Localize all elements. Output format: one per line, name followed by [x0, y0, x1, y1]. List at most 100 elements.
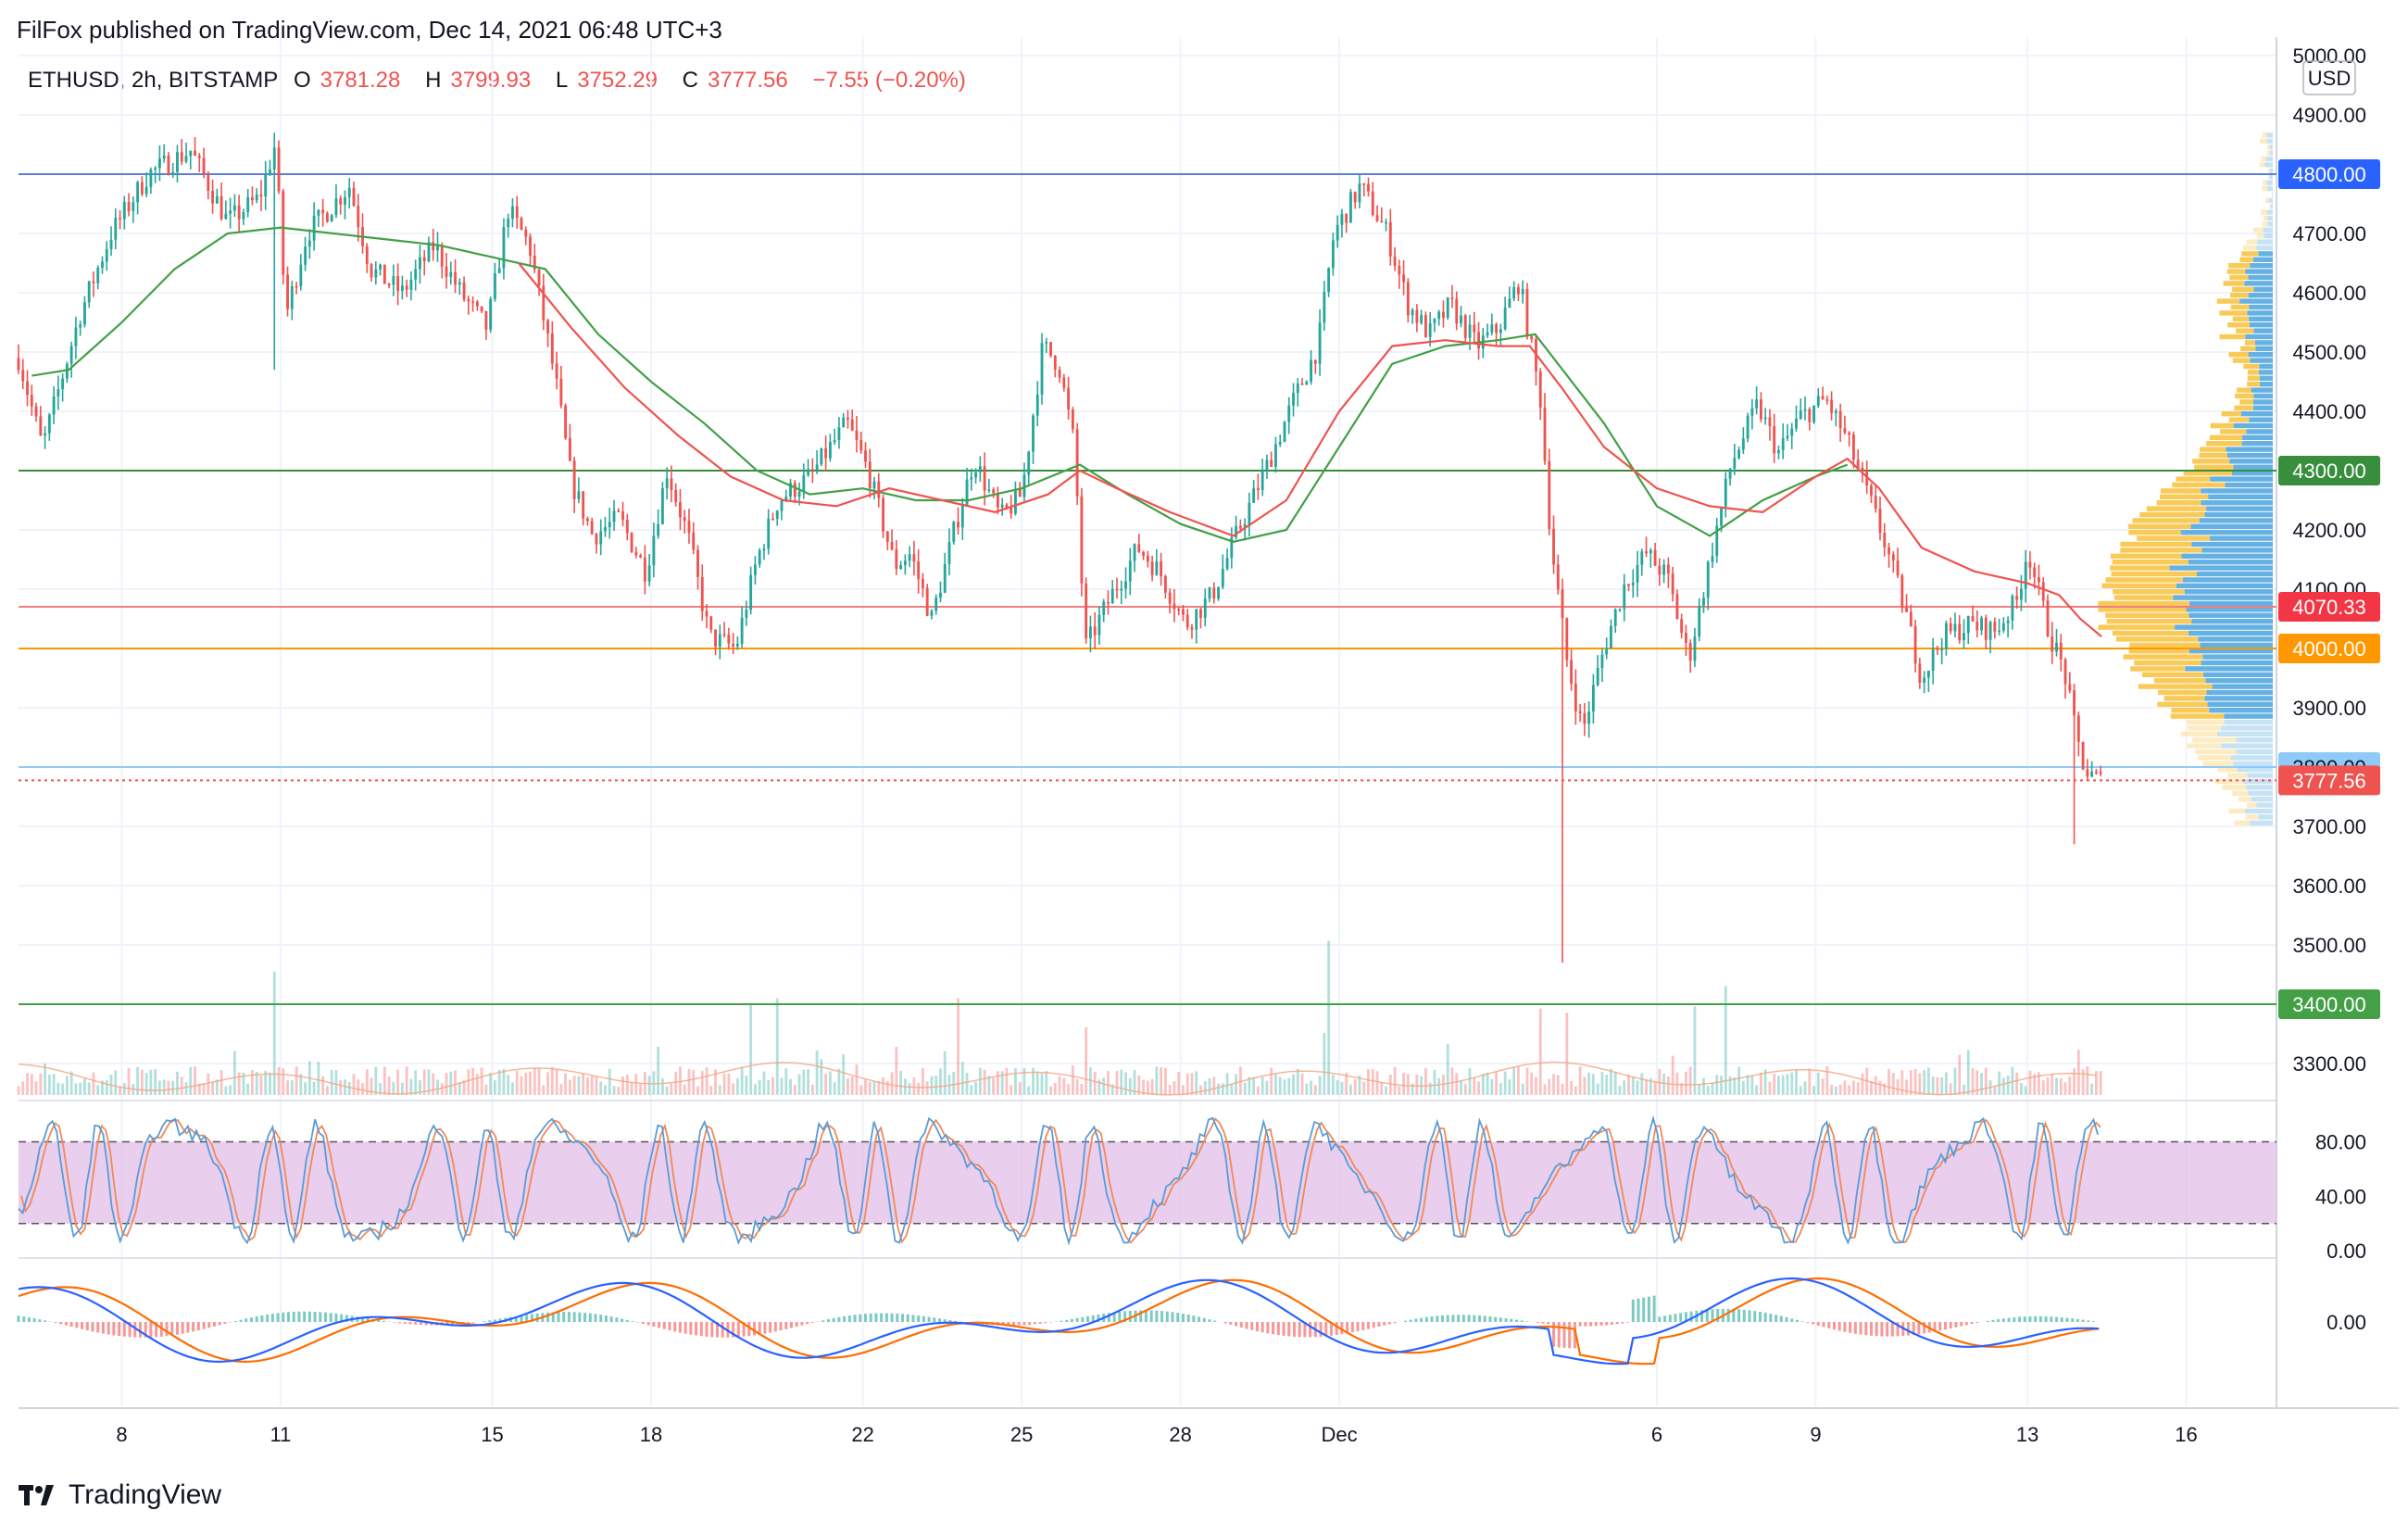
candle-body — [965, 479, 969, 506]
candle-body — [780, 500, 784, 511]
macd-histogram-bar — [832, 1317, 835, 1322]
candle-body — [2015, 596, 2019, 600]
volume-bar — [1423, 1067, 1427, 1095]
candle-body — [864, 450, 867, 462]
macd-histogram-bar — [1012, 1322, 1016, 1326]
macd-histogram-bar — [1324, 1322, 1328, 1337]
candle-body — [47, 414, 51, 434]
candle-body — [1741, 438, 1745, 450]
volume-bar — [1071, 1065, 1074, 1095]
volume-bar — [365, 1069, 369, 1095]
volume-bar — [1385, 1086, 1387, 1095]
candle-body — [255, 194, 258, 201]
candle-body — [365, 245, 369, 265]
symbol-label[interactable]: ETHUSD, 2h, BITSTAMP — [28, 68, 279, 93]
volume-profile-bar-up — [2204, 696, 2273, 701]
time-tick-label: 15 — [481, 1423, 503, 1446]
volume-bar — [952, 1071, 956, 1095]
candle-body — [269, 169, 271, 174]
volume-bar — [1027, 1086, 1031, 1095]
volume-bar — [784, 1068, 788, 1095]
volume-profile-bar-up — [2201, 548, 2273, 553]
candle-body — [885, 531, 889, 542]
macd-histogram-bar — [1912, 1322, 1915, 1335]
volume-bar — [1535, 1076, 1537, 1095]
volume-bar — [387, 1076, 391, 1095]
volume-bar — [810, 1084, 814, 1095]
candle-body — [842, 417, 846, 428]
macd-histogram-bar — [2044, 1316, 2048, 1322]
macd-histogram-bar — [1775, 1315, 1778, 1322]
volume-profile-bar-down — [2262, 185, 2268, 192]
candle-body — [709, 616, 713, 630]
volume-bar — [157, 1080, 161, 1095]
volume-bar — [246, 1083, 250, 1095]
volume-bar — [334, 1070, 338, 1095]
volume-bar — [1923, 1070, 1926, 1095]
volume-bar — [559, 1084, 563, 1095]
volume-profile-bar-down — [2219, 429, 2247, 434]
candle-body — [1684, 633, 1687, 643]
volume-profile-bar-down — [2206, 441, 2242, 447]
volume-bars — [17, 940, 2102, 1096]
volume-bar — [1543, 1084, 1547, 1095]
macd-histogram-bar — [1578, 1322, 1582, 1327]
volume-profile-bar-up — [2245, 808, 2273, 814]
volume-bar — [621, 1076, 624, 1095]
macd-histogram-bar — [1467, 1315, 1471, 1322]
volume-profile-bar-down — [2101, 583, 2176, 588]
macd-histogram-bar — [260, 1315, 264, 1322]
volume-profile-bar-up — [2169, 565, 2273, 571]
candle-body — [44, 433, 47, 435]
volume-profile-bar-up — [2259, 382, 2273, 387]
volume-profile-bar-down — [2209, 434, 2243, 440]
volume-bar — [807, 1069, 810, 1095]
volume-profile-bar-up — [2248, 293, 2273, 298]
volume-bar — [957, 998, 959, 1095]
candle-body — [1398, 266, 1401, 275]
volume-bar — [215, 1079, 219, 1095]
volume-profile-bar-down — [2230, 293, 2249, 298]
volume-profile-bar-up — [2181, 553, 2273, 559]
candle-body — [1508, 298, 1511, 308]
tradingview-logo[interactable]: TradingView — [19, 1477, 221, 1514]
price-badge — [2278, 765, 2380, 796]
volume-bar — [970, 1085, 973, 1095]
candle-body — [1313, 359, 1317, 364]
macd-histogram-bar — [1769, 1314, 1773, 1322]
macd-histogram-bar — [133, 1322, 137, 1338]
macd-histogram-bar — [1075, 1317, 1079, 1322]
candle-body — [797, 491, 801, 497]
volume-bar — [1636, 1080, 1639, 1095]
close-value: 3777.56 — [707, 68, 788, 93]
candle-body — [1596, 667, 1599, 686]
volume-profile-bar-down — [2226, 269, 2246, 274]
volume-bar — [154, 1069, 157, 1095]
candle-body — [2090, 772, 2094, 777]
candle-body — [947, 542, 951, 564]
volume-bar — [1830, 1084, 1834, 1095]
candle-body — [1450, 297, 1454, 299]
volume-bar — [925, 1081, 929, 1095]
volume-bar — [1530, 1072, 1534, 1095]
volume-profile-bar-down — [2172, 482, 2226, 488]
candle-body — [30, 395, 33, 407]
volume-profile-bar-up — [2231, 471, 2273, 476]
volume-bar — [1666, 1076, 1670, 1095]
macd-histogram-bar — [1843, 1322, 1847, 1332]
candle-body — [1045, 342, 1048, 344]
volume-bar — [1998, 1071, 2001, 1095]
volume-profile-bar-down — [2240, 346, 2256, 351]
volume-bar — [92, 1072, 95, 1095]
volume-profile-bar-up — [2209, 708, 2273, 713]
candle-body — [1591, 685, 1595, 712]
volume-bar — [1993, 1085, 1997, 1095]
volume-bar — [2076, 1050, 2080, 1095]
volume-bar — [1310, 1080, 1312, 1095]
volume-profile-bar-down — [2105, 612, 2189, 618]
candle-body — [180, 152, 183, 162]
volume-bar — [2090, 1083, 2094, 1095]
candle-body — [1905, 607, 1909, 612]
candle-body — [101, 261, 104, 268]
